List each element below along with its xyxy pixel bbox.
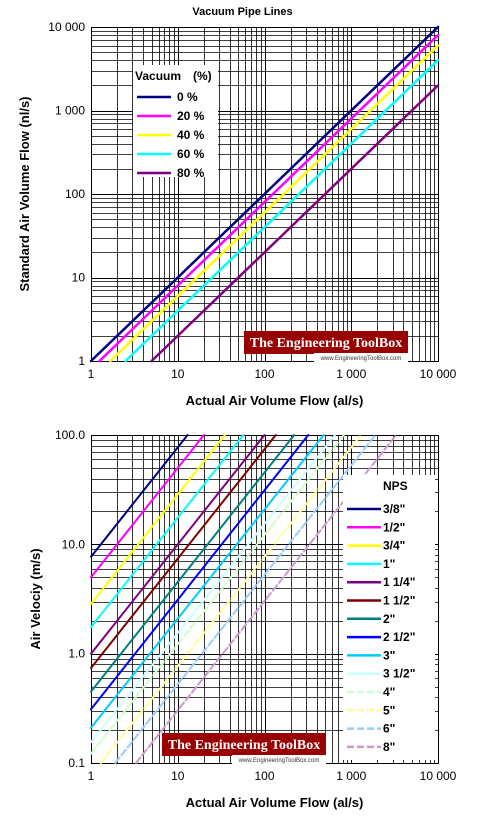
legend-entry-label: 3/8" <box>383 502 405 516</box>
legend-box <box>343 475 435 760</box>
legend-entry-label: 2" <box>383 612 395 626</box>
x-tick-label: 1 000 <box>336 367 366 381</box>
series-line-2 <box>98 33 440 363</box>
watermark-title: The Engineering ToolBox <box>168 738 320 753</box>
x-axis-title: Actual Air Volume Flow (al/s) <box>186 795 364 810</box>
series-line-11 <box>90 434 345 755</box>
legend-entry-label: 3 1/2" <box>383 667 415 681</box>
legend: Vacuum (%) 0 % 20 % 40 % 60 % 80 % <box>133 65 218 180</box>
series-line-4 <box>90 434 245 629</box>
legend-entry-label: 8" <box>383 740 395 754</box>
legend-entry-label: 5" <box>383 703 395 717</box>
legend-box <box>133 65 218 177</box>
watermark: The Engineering ToolBox www.EngineeringTo… <box>244 331 408 362</box>
series-line-12 <box>99 434 363 764</box>
plot-border <box>91 27 439 362</box>
x-tick-label: 10 000 <box>420 367 457 381</box>
x-tick-label: 10 <box>171 769 185 783</box>
x-tick-label: 100 <box>254 769 274 783</box>
y-axis-title: Standard Air Volume Flow (nl/s) <box>17 96 32 291</box>
y-tick-label: 10.0 <box>62 537 86 551</box>
chart-2: 1 10 100 1 000 10 000 0.1 1.0 10.0 100.0 Actual A… <box>28 428 457 810</box>
series-line-6 <box>90 434 277 669</box>
legend-entry-label: 3/4" <box>383 539 405 553</box>
y-tick-label: 100 <box>65 187 85 201</box>
series-line-13 <box>114 434 377 764</box>
legend-entry-label: 60 % <box>177 147 205 161</box>
legend: NPS 3/8" 1/2" 3/4" 1" 1 1/4" 1 1/2" 2" 2 1/2" 3" 3… <box>343 475 435 760</box>
legend-unit: (%) <box>193 69 212 83</box>
x-tick-label: 10 000 <box>420 769 457 783</box>
series-line-2 <box>90 434 205 579</box>
y-tick-label: 1.0 <box>68 647 85 661</box>
y-tick-label: 1 000 <box>55 104 85 118</box>
series-line-10 <box>90 434 336 744</box>
legend-entry-label: 4" <box>383 685 395 699</box>
series-line-7 <box>90 434 296 693</box>
chart-1: 1 10 100 1 000 10 000 1 10 100 1 000 10 000 Actual… <box>17 6 457 408</box>
y-tick-label: 10 000 <box>48 20 85 34</box>
legend-entry-label: 1 1/4" <box>383 575 415 589</box>
y-tick-label: 10 <box>72 271 86 285</box>
watermark-url-background <box>314 353 408 362</box>
legend-title: Vacuum <box>135 69 181 83</box>
legend-entry-label: 0 % <box>177 90 198 104</box>
watermark-background <box>244 331 408 354</box>
legend-entry-label: 1" <box>383 557 395 571</box>
legend-entry-label: 40 % <box>177 128 205 142</box>
watermark-url: www.EngineeringToolBox.com <box>238 758 320 764</box>
legend-entry-label: 20 % <box>177 109 205 123</box>
x-tick-label: 1 000 <box>336 769 366 783</box>
legend-entry-label: 2 1/2" <box>383 630 415 644</box>
legend-entry-label: 1/2" <box>383 520 405 534</box>
y-tick-label: 0.1 <box>68 756 85 770</box>
series-line-3 <box>90 434 226 605</box>
series-group <box>90 434 398 764</box>
watermark-url: www.EngineeringToolBox.com <box>320 356 402 362</box>
series-line-14 <box>135 434 398 764</box>
series-line-3 <box>109 44 440 363</box>
y-axis-title: Air Velociy (m/s) <box>28 548 43 649</box>
watermark-url-background <box>232 755 326 764</box>
watermark-background <box>162 733 326 756</box>
y-tick-label: 1 <box>78 354 85 368</box>
series-line-4 <box>124 58 440 363</box>
x-tick-label: 1 <box>88 769 95 783</box>
watermark: The Engineering ToolBox www.EngineeringTo… <box>162 733 326 764</box>
series-line-8 <box>90 434 310 711</box>
x-axis-title: Actual Air Volume Flow (al/s) <box>186 393 364 408</box>
x-tick-label: 100 <box>254 367 274 381</box>
series-line-1 <box>89 25 440 363</box>
legend-title: NPS <box>383 479 408 493</box>
series-line-5 <box>150 84 440 363</box>
series-line-1 <box>90 434 189 558</box>
series-group <box>89 25 440 363</box>
y-tick-label: 100.0 <box>55 428 85 442</box>
chart-title: Vacuum Pipe Lines <box>192 6 292 18</box>
x-tick-label: 1 <box>88 367 95 381</box>
legend-entry-label: 3" <box>383 648 395 662</box>
series-line-9 <box>90 434 325 729</box>
legend-entry-label: 6" <box>383 722 395 736</box>
watermark-title: The Engineering ToolBox <box>250 336 402 351</box>
series-line-5 <box>90 434 266 655</box>
legend-entry-label: 1 1/2" <box>383 594 415 608</box>
legend-entry-label: 80 % <box>177 166 205 180</box>
x-tick-label: 10 <box>171 367 185 381</box>
